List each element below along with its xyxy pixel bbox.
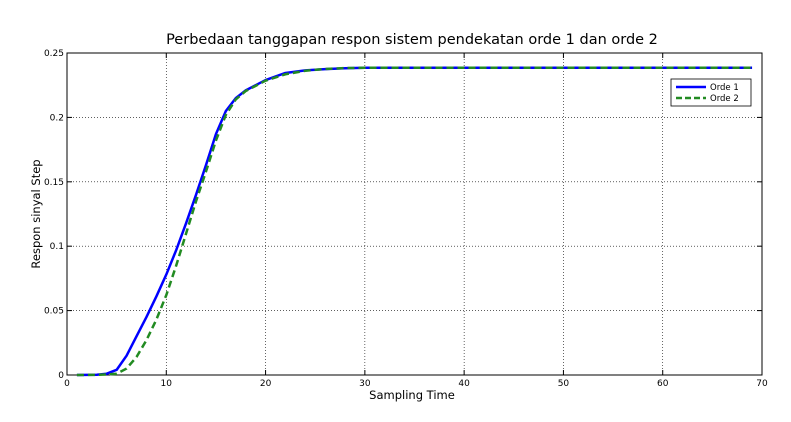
series-line-orde-2: [76, 66, 753, 377]
legend-label: Orde 2: [710, 94, 739, 104]
x-tick-label: 40: [458, 379, 470, 389]
x-tick-label: 50: [558, 379, 570, 389]
y-tick-label: 0.25: [44, 49, 64, 59]
x-tick-label: 60: [657, 379, 669, 389]
x-tick-label: 0: [64, 379, 70, 389]
series-line-orde-1: [76, 66, 753, 377]
y-tick-label: 0.05: [44, 307, 64, 317]
chart-title: Perbedaan tanggapan respon sistem pendek…: [166, 32, 658, 48]
y-axis-label: Respon sinyal Step: [29, 159, 43, 268]
legend-label: Orde 1: [710, 83, 739, 93]
grid: [67, 53, 762, 375]
y-tick-label: 0.1: [50, 242, 64, 252]
y-tick-label: 0: [58, 371, 64, 381]
x-tick-label: 20: [260, 379, 272, 389]
plot-area: [66, 52, 763, 376]
legend-box: [670, 78, 752, 107]
y-tick-label: 0.15: [44, 178, 64, 188]
x-tick-label: 10: [161, 379, 173, 389]
series-lines: [76, 66, 753, 377]
x-tick-label: 70: [756, 379, 768, 389]
x-tick-label: 30: [359, 379, 371, 389]
x-axis-label: Sampling Time: [369, 388, 455, 402]
axis-ticks: 0 10 20 30 40 50 60 70 0 0.05 0.1 0.15 0.2 0.25: [44, 49, 768, 389]
y-tick-label: 0.2: [50, 113, 64, 123]
